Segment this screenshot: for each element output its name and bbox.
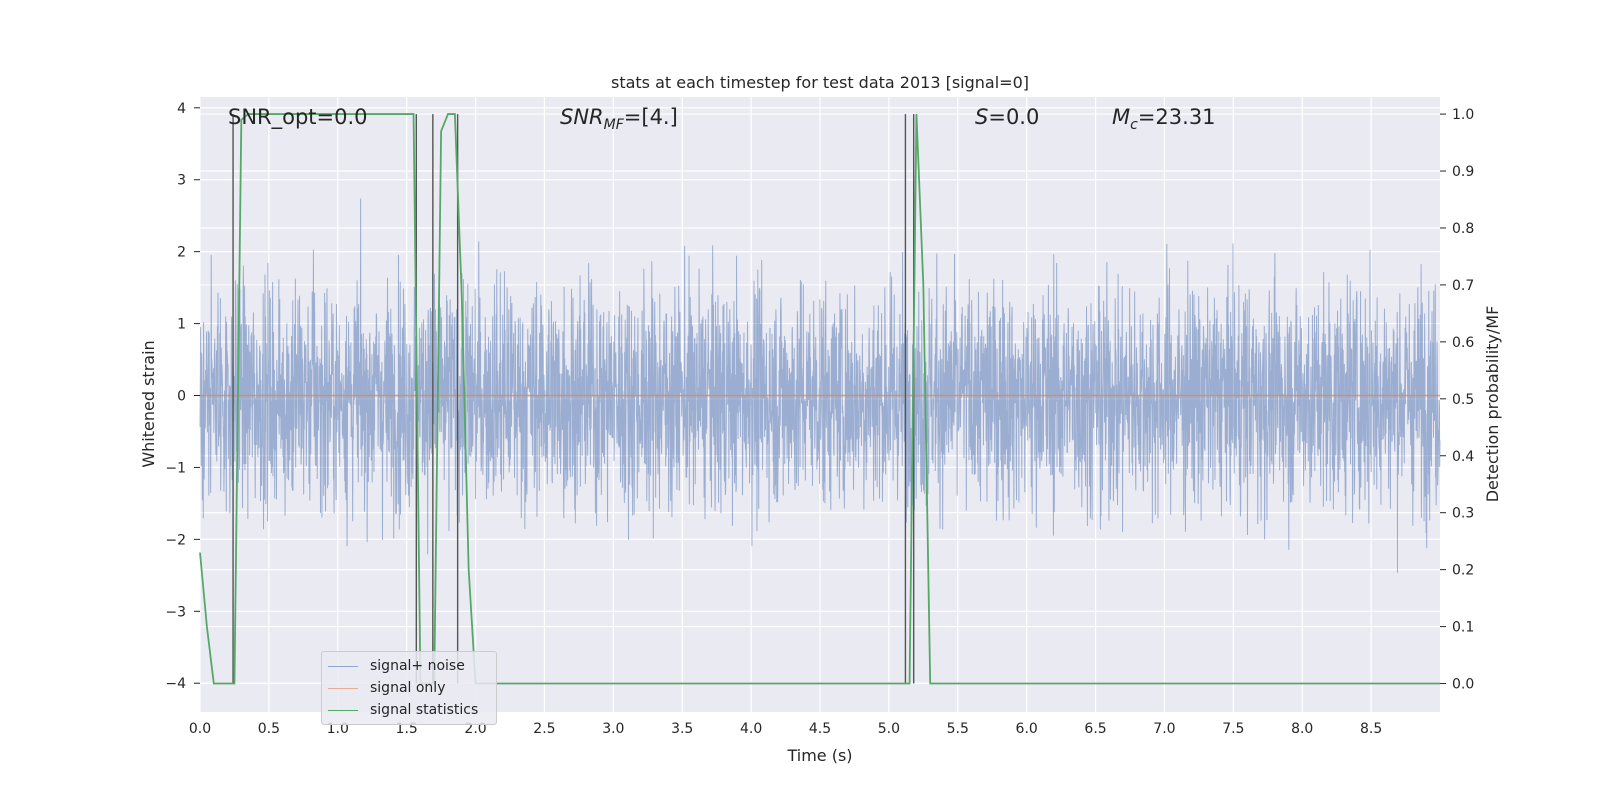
y-right-tick-label: 0.4 bbox=[1452, 449, 1474, 465]
x-tick-label: 2.5 bbox=[533, 721, 555, 737]
x-tick-label: 4.5 bbox=[809, 721, 831, 737]
series-line-signal-noise bbox=[199, 198, 1441, 573]
chart-title: stats at each timestep for test data 201… bbox=[611, 73, 1029, 92]
x-tick-label: 0.5 bbox=[258, 721, 280, 737]
x-tick-labels: 0.0 0.5 1.0 1.5 2.0 2.5 3.0 3.5 4.0 4.5 5.0 5.5 6.0 6… bbox=[189, 721, 1382, 737]
x-axis-label: Time (s) bbox=[786, 746, 852, 765]
x-tick-label: 6.5 bbox=[1084, 721, 1106, 737]
x-tick-label: 3.0 bbox=[602, 721, 624, 737]
legend-item-signal-noise: signal+ noise bbox=[328, 656, 465, 676]
y-right-tick-label: 0.2 bbox=[1452, 563, 1474, 579]
y-left-tick-label: 1 bbox=[177, 317, 186, 333]
x-tick-label: 7.0 bbox=[1153, 721, 1175, 737]
y-left-tick-label: 2 bbox=[177, 245, 186, 261]
x-tick-label: 5.0 bbox=[878, 721, 900, 737]
annotation-snr-opt: SNR_opt=0.0 bbox=[228, 105, 368, 130]
series-line-signal-statistics bbox=[199, 113, 1440, 685]
y-right-tick-label: 0.5 bbox=[1452, 392, 1474, 408]
series-signal-noise bbox=[199, 198, 1441, 573]
y-right-tick-label: 0.0 bbox=[1452, 677, 1474, 693]
y-left-tick-labels: 4 3 2 1 0 −1 −2 −3 −4 bbox=[165, 101, 200, 692]
legend: signal+ noise signal only signal statist… bbox=[321, 651, 497, 725]
x-tick-label: 0.0 bbox=[189, 721, 211, 737]
y-left-tick-label: 4 bbox=[177, 101, 186, 117]
x-tick-label: 2.0 bbox=[464, 721, 486, 737]
y-right-tick-label: 0.8 bbox=[1452, 221, 1474, 237]
y-axis-label-left: Whitened strain bbox=[139, 340, 158, 467]
x-tick-label: 7.5 bbox=[1222, 721, 1244, 737]
y-axis-label-right: Detection probability/MF bbox=[1483, 306, 1502, 503]
legend-label-signal-noise: signal+ noise bbox=[370, 658, 465, 674]
x-tick-label: 1.0 bbox=[327, 721, 349, 737]
legend-swatch-signal-statistics bbox=[328, 709, 358, 711]
annotation-s: S=0.0 bbox=[975, 105, 1039, 129]
legend-swatch-signal-only bbox=[328, 687, 358, 689]
y-right-tick-label: 1.0 bbox=[1452, 107, 1474, 123]
legend-item-signal-only: signal only bbox=[328, 678, 445, 698]
y-left-tick-label: −2 bbox=[165, 532, 186, 548]
x-tick-label: 8.5 bbox=[1360, 721, 1382, 737]
annotation-mc: Mc=23.31 bbox=[1112, 105, 1216, 133]
legend-label-signal-only: signal only bbox=[370, 680, 446, 696]
annotation-snr-mf: SNRMF=[4.] bbox=[560, 105, 678, 133]
x-tick-label: 3.5 bbox=[671, 721, 693, 737]
y-left-tick-label: −4 bbox=[165, 676, 186, 692]
y-left-tick-label: 3 bbox=[177, 173, 186, 189]
y-right-tick-label: 0.6 bbox=[1452, 335, 1474, 351]
x-tick-label: 1.5 bbox=[396, 721, 418, 737]
x-tick-label: 8.0 bbox=[1291, 721, 1313, 737]
x-tick-label: 5.5 bbox=[947, 721, 969, 737]
y-left-tick-label: −3 bbox=[165, 604, 186, 620]
y-right-tick-labels: 1.0 0.9 0.8 0.7 0.6 0.5 0.4 0.3 0.2 0.1 0.0 bbox=[1440, 107, 1474, 693]
y-right-tick-label: 0.9 bbox=[1452, 164, 1474, 180]
x-tick-label: 4.0 bbox=[740, 721, 762, 737]
y-left-tick-label: 0 bbox=[177, 389, 186, 405]
legend-swatch-signal-noise bbox=[328, 665, 358, 667]
x-tick-label: 6.0 bbox=[1016, 721, 1038, 737]
y-right-tick-label: 0.1 bbox=[1452, 620, 1474, 636]
series-signal-statistics bbox=[199, 113, 1440, 685]
y-left-tick-label: −1 bbox=[165, 460, 186, 476]
legend-label-signal-statistics: signal statistics bbox=[370, 702, 479, 718]
y-right-tick-label: 0.3 bbox=[1452, 506, 1474, 522]
legend-item-signal-statistics: signal statistics bbox=[328, 700, 478, 720]
y-right-tick-label: 0.7 bbox=[1452, 278, 1474, 294]
